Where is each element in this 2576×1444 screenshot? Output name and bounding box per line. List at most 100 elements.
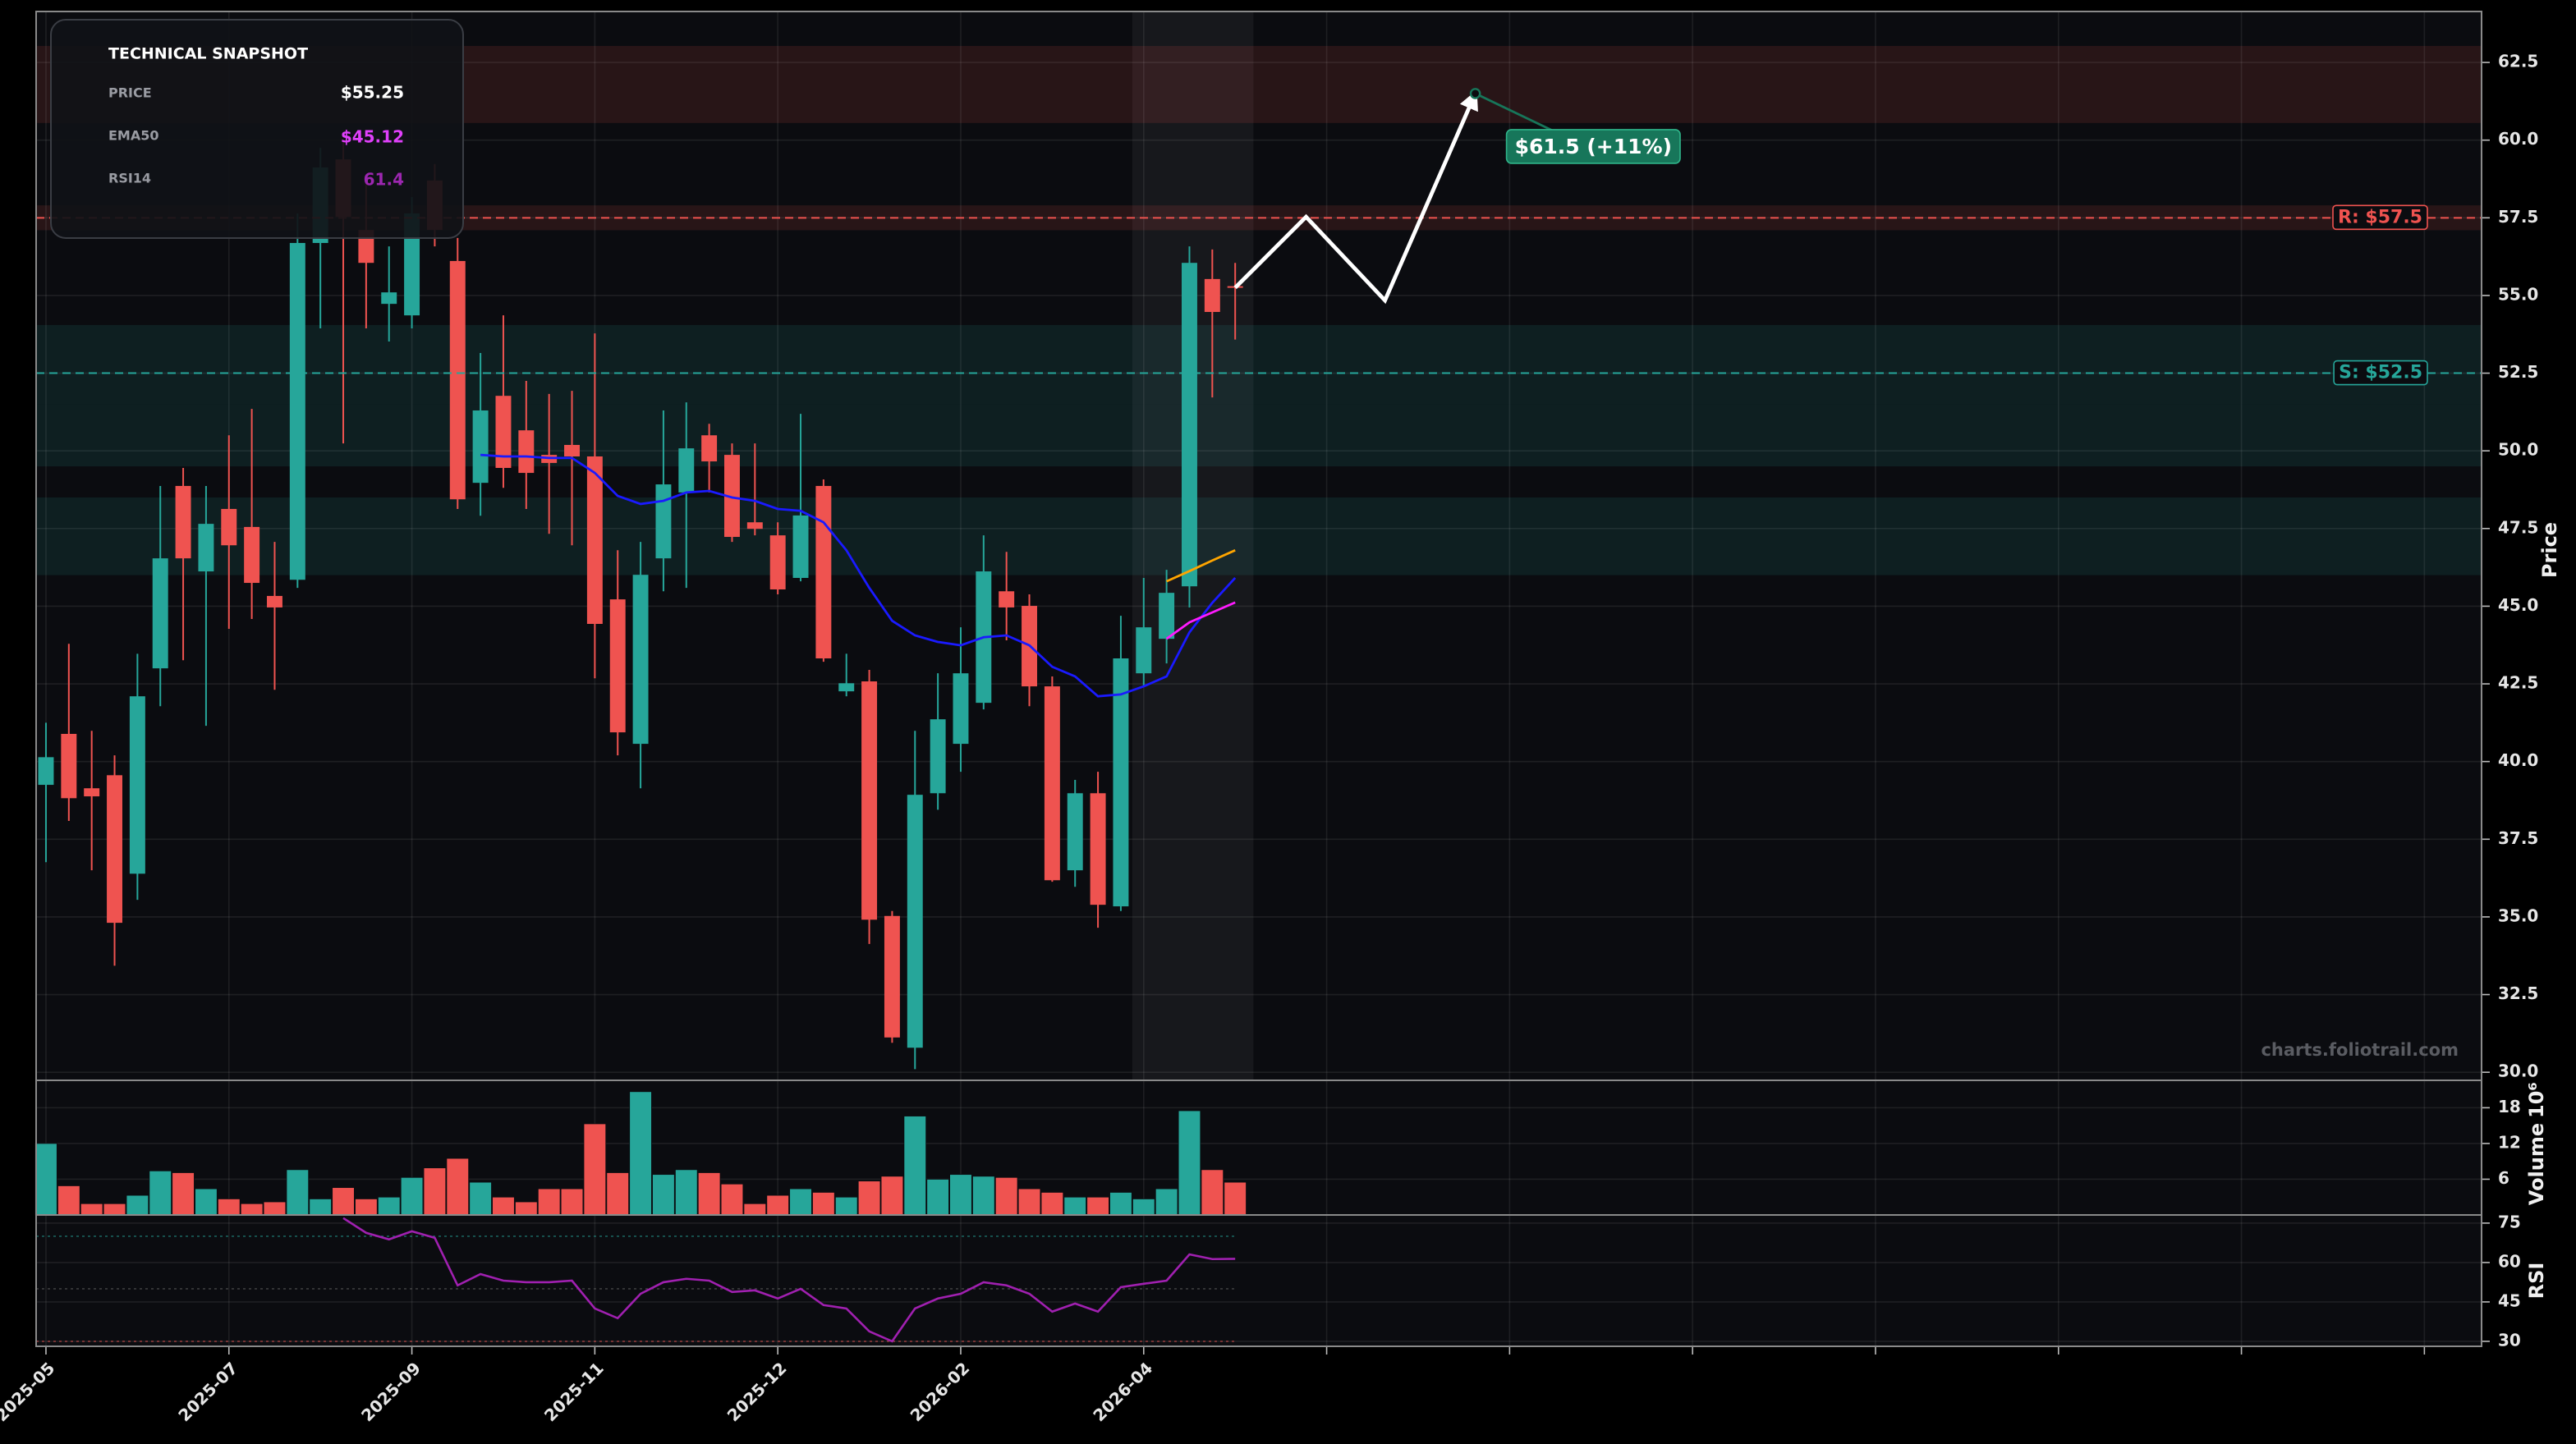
candle-body (1182, 263, 1197, 587)
volume-bar (57, 1185, 80, 1216)
volume-bar (857, 1180, 881, 1216)
candle-body (564, 444, 580, 456)
candle-body (678, 448, 695, 493)
y-tick-label: 18 (2498, 1097, 2521, 1116)
zone (36, 324, 2482, 405)
volume-bar (812, 1192, 835, 1216)
candle-body (838, 683, 855, 692)
candle-body (815, 485, 832, 659)
candle-body (1136, 627, 1152, 674)
volume-bar (309, 1199, 332, 1216)
snapshot-bg (50, 19, 464, 239)
candle-body (701, 435, 718, 462)
volume-bar (972, 1176, 995, 1216)
volume-bar (789, 1188, 812, 1216)
candle-body (244, 526, 260, 584)
y-tick-label: 32.5 (2498, 983, 2538, 1003)
volume-bar (994, 1176, 1018, 1216)
axis-offset-label: 10⁶ (2525, 1082, 2548, 1118)
snapshot-value: $45.12 (341, 127, 404, 147)
volume-bar (149, 1170, 172, 1216)
volume-bar (263, 1201, 287, 1216)
candle-body (404, 213, 420, 316)
candle-body (1113, 658, 1129, 907)
candle-body (1159, 593, 1175, 639)
zone (36, 404, 2482, 467)
candle-body (495, 396, 512, 468)
volume-bar (400, 1176, 424, 1216)
volume-bar (903, 1116, 927, 1216)
volume-bar (1178, 1110, 1201, 1216)
candle-body (930, 719, 946, 794)
candle-body (1090, 793, 1106, 905)
y-tick-label: 12 (2498, 1132, 2521, 1152)
candle-body (61, 733, 77, 799)
volume-bar (766, 1194, 789, 1216)
volume-bar (1086, 1196, 1109, 1216)
volume-bar (926, 1179, 949, 1216)
volume-bar (355, 1199, 378, 1216)
volume-bar (423, 1167, 447, 1216)
projection-target (1469, 88, 1481, 99)
candle-body (632, 575, 649, 745)
y-tick-label: 40.0 (2498, 750, 2538, 770)
y-tick-label: 60 (2498, 1251, 2521, 1271)
candle-body (107, 775, 122, 924)
indicator-line (1165, 601, 1236, 640)
annotation-connector (1474, 92, 1559, 135)
snapshot-label: EMA50 (108, 128, 159, 144)
volume-bar (34, 1143, 57, 1216)
volume-bar (515, 1201, 538, 1216)
y-tick-label: 6 (2498, 1168, 2509, 1188)
candle-body (84, 788, 100, 797)
candle-body (746, 522, 763, 529)
annotation-bg (1505, 129, 1681, 164)
volume-bar (332, 1187, 355, 1216)
annotation-label: $61.5 (+11%) (1515, 135, 1672, 158)
candle-body (267, 595, 282, 607)
volume-bar (1063, 1196, 1086, 1216)
y-tick-label: 35.0 (2498, 905, 2538, 925)
volume-bar (1040, 1192, 1064, 1216)
indicator-line (480, 453, 1237, 698)
y-tick-label: 60.0 (2498, 129, 2538, 149)
candle-body (198, 524, 214, 572)
candle-body (586, 456, 603, 625)
volume-bar (469, 1181, 492, 1216)
snapshot-box: TECHNICAL SNAPSHOT PRICE $55.25 EMA50 $4… (50, 19, 464, 239)
volume-bar (880, 1176, 904, 1216)
axis-label: RSI (2525, 1263, 2548, 1300)
y-tick-label: 52.5 (2498, 362, 2538, 382)
candle-body (884, 915, 900, 1038)
volume-bar (286, 1169, 310, 1216)
volume-bar (172, 1172, 195, 1216)
candle-body (129, 696, 145, 874)
y-tick-label: 42.5 (2498, 673, 2538, 693)
volume-bar (949, 1174, 972, 1216)
rsi-frame (35, 1214, 2482, 1347)
plot-layer: 30.0 32.5 35.0 37.5 40.0 42.5 45.0 47.5 50.0 52.5… (0, 11, 2561, 1425)
volume-bar (240, 1203, 264, 1216)
y-tick-label: 62.5 (2498, 52, 2538, 71)
y-tick-label: 50.0 (2498, 440, 2538, 460)
level-label: S: $52.5 (2339, 363, 2422, 383)
snapshot-label: PRICE (108, 85, 152, 101)
volume-bar (560, 1188, 584, 1216)
watermark: charts.foliotrail.com (2261, 1040, 2459, 1060)
candle-body (152, 558, 168, 669)
level-label-bg (2332, 204, 2428, 231)
volume-bar (218, 1199, 241, 1216)
axis-label: Price (2538, 522, 2561, 578)
candle-body (724, 455, 740, 538)
volume-bar (1224, 1181, 1247, 1216)
level-label: R: $57.5 (2338, 207, 2422, 227)
zone (36, 497, 2482, 575)
candle-body (1044, 686, 1060, 881)
volume-bar (697, 1172, 721, 1216)
snapshot-title: TECHNICAL SNAPSHOT (108, 45, 308, 63)
volume-bar (1155, 1188, 1178, 1216)
candle-body (792, 515, 809, 578)
candle-body (472, 410, 489, 484)
